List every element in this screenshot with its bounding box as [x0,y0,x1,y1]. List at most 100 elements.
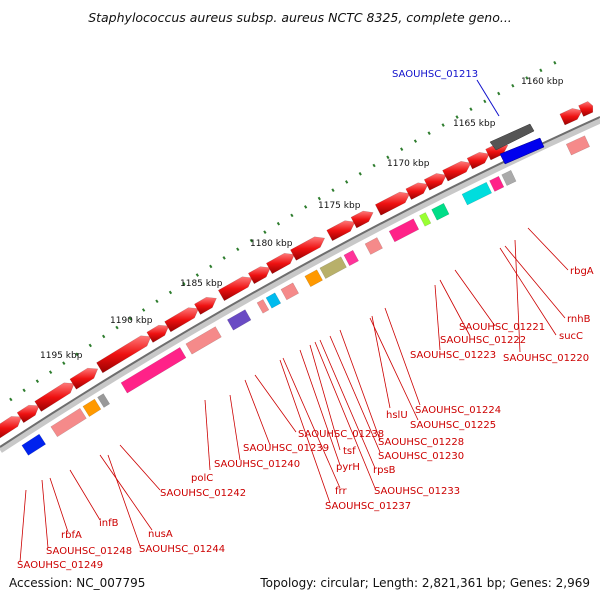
reverse-gene-block[interactable] [265,292,282,309]
highlighted-gene-features[interactable] [489,123,545,165]
highlighted-gene-label[interactable]: SAOUHSC_01213 [392,69,478,80]
scale-label-1180: 1180 kbp [250,239,293,249]
gene-label-hslU[interactable]: hslU [386,410,408,421]
label-leader-line [329,335,381,453]
forward-gene-arrow[interactable] [218,276,253,301]
reverse-gene-block[interactable] [461,181,492,206]
reverse-gene-block[interactable] [82,398,102,417]
gene-label-tsf[interactable]: tsf [343,446,356,457]
gene-label-SAOUHSC_01249[interactable]: SAOUHSC_01249 [17,560,103,571]
reverse-gene-block[interactable] [304,269,323,287]
forward-gene-arrow[interactable] [266,252,295,274]
reverse-gene-block[interactable] [431,203,450,221]
gene-label-SAOUHSC_01223[interactable]: SAOUHSC_01223 [410,350,496,361]
forward-gene-arrow[interactable] [248,266,271,285]
forward-gene-arrow[interactable] [0,416,22,439]
forward-gene-arrow[interactable] [146,324,170,343]
label-leader-line [244,379,271,446]
label-leader-line [107,454,141,547]
forward-gene-arrow[interactable] [164,307,199,333]
reverse-gene-block[interactable] [185,326,222,355]
label-leader-line [527,227,569,271]
label-leader-line [119,444,161,491]
forward-gene-arrow[interactable] [194,296,217,315]
gene-label-SAOUHSC_01222[interactable]: SAOUHSC_01222 [440,335,526,346]
map-title: Staphylococcus aureus subsp. aureus NCTC… [88,10,512,25]
gene-label-SAOUHSC_01228[interactable]: SAOUHSC_01228 [378,437,464,448]
label-leader-line [309,344,341,451]
reverse-gene-block[interactable] [280,282,299,301]
forward-gene-arrow[interactable] [466,151,490,170]
gene-label-rbfA[interactable]: rbfA [61,530,82,541]
label-leader-line [299,349,341,466]
forward-gene-arrow[interactable] [16,404,40,423]
gene-label-SAOUHSC_01238[interactable]: SAOUHSC_01238 [298,429,384,440]
reverse-gene-block[interactable] [21,433,46,456]
forward-gene-arrow[interactable] [405,182,429,200]
forward-gene-arrow[interactable] [350,210,374,229]
gene-label-nusA[interactable]: nusA [148,529,173,540]
gene-label-frr[interactable]: frr [335,486,347,497]
gene-label-SAOUHSC_01233[interactable]: SAOUHSC_01233 [374,486,460,497]
forward-gene-arrow[interactable] [423,173,447,191]
gene-label-SAOUHSC_01230[interactable]: SAOUHSC_01230 [378,451,464,462]
scale-label-1170: 1170 kbp [387,159,430,169]
label-leader-line [99,454,153,531]
gene-label-pyrH[interactable]: pyrH [336,462,360,473]
forward-gene-arrow[interactable] [34,382,75,412]
reverse-gene-block[interactable] [565,135,590,156]
gene-label-polC[interactable]: polC [191,473,213,484]
forward-gene-arrow[interactable] [326,220,356,242]
reverse-gene-block[interactable] [97,393,110,408]
scale-label-1160: 1160 kbp [521,77,564,87]
label-leader-line [499,247,557,336]
gene-label-SAOUHSC_01240[interactable]: SAOUHSC_01240 [214,459,300,470]
forward-gene-arrow[interactable] [69,367,99,390]
reverse-gene-block[interactable] [120,347,187,394]
label-leader-line [384,307,421,406]
forward-strand-genes [0,101,593,439]
reverse-gene-block[interactable] [227,309,252,331]
gene-label-SAOUHSC_01224[interactable]: SAOUHSC_01224 [415,405,501,416]
label-leader-line [439,279,471,337]
label-leader-line [504,245,566,319]
gene-label-rbgA[interactable]: rbgA [570,266,594,277]
forward-gene-arrow[interactable] [290,236,325,261]
reverse-gene-block[interactable] [343,250,359,266]
reverse-gene-block[interactable] [364,237,383,255]
label-leader-line [514,239,521,353]
label-leader-line [282,357,341,489]
label-leader-line [279,359,331,504]
scale-label-1190: 1190 kbp [110,316,153,326]
gene-label-SAOUHSC_01221[interactable]: SAOUHSC_01221 [459,322,545,333]
forward-gene-arrow[interactable] [96,335,152,374]
gene-label-sucC[interactable]: sucC [559,331,583,342]
gene-label-rpsB[interactable]: rpsB [373,465,396,476]
reverse-gene-block[interactable] [50,407,87,438]
backbone-arc [0,116,600,453]
label-leader-line [19,489,27,563]
gene-label-rnhB[interactable]: rnhB [567,314,591,325]
gene-label-SAOUHSC_01239[interactable]: SAOUHSC_01239 [243,443,329,454]
gene-label-SAOUHSC_01242[interactable]: SAOUHSC_01242 [160,488,246,499]
gene-label-infB[interactable]: infB [99,518,119,529]
gene-label-SAOUHSC_01237[interactable]: SAOUHSC_01237 [325,501,411,512]
forward-gene-arrow[interactable] [442,161,472,182]
reverse-gene-block[interactable] [419,212,432,227]
gene-label-SAOUHSC_01220[interactable]: SAOUHSC_01220 [503,353,589,364]
gene-label-SAOUHSC_01225[interactable]: SAOUHSC_01225 [410,420,496,431]
reverse-gene-block[interactable] [388,218,420,243]
gene-label-SAOUHSC_01244[interactable]: SAOUHSC_01244 [139,544,225,555]
reverse-gene-block[interactable] [319,256,347,279]
reverse-gene-block[interactable] [256,299,270,314]
forward-gene-arrow[interactable] [578,101,593,117]
gene-label-SAOUHSC_01248[interactable]: SAOUHSC_01248 [46,546,132,557]
scale-labels: 1160 kbp 1165 kbp 1170 kbp 1175 kbp 1180… [40,77,564,361]
reverse-gene-block[interactable] [501,170,517,186]
label-leader-line [41,479,49,549]
gene-label-leaders [19,227,569,563]
forward-gene-arrow[interactable] [375,191,411,216]
reverse-gene-block[interactable] [489,175,505,192]
forward-gene-arrow[interactable] [559,108,583,126]
